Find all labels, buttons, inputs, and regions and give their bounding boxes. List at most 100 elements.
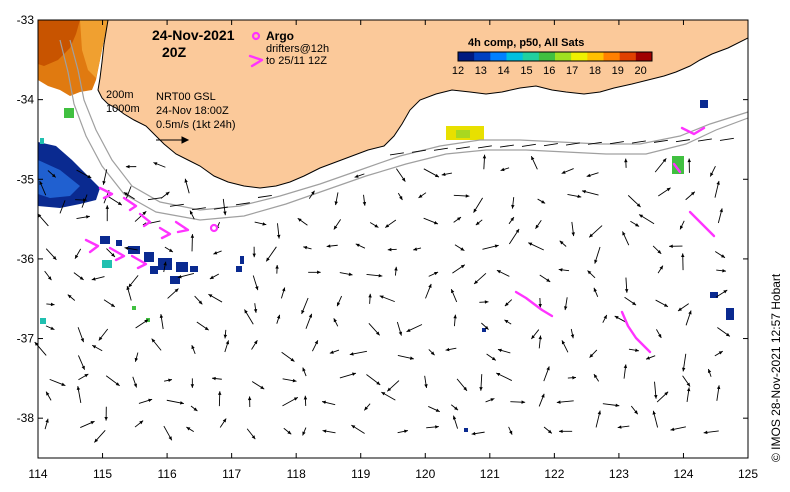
current-vector-head [482, 154, 487, 159]
legend-title: 4h comp, p50, All Sats [468, 37, 584, 49]
current-vector-head [349, 352, 354, 356]
current-vector-head [636, 203, 641, 208]
current-vector-head [168, 378, 172, 382]
current-vector [257, 194, 272, 198]
current-vector-head [47, 276, 52, 281]
current-vector-head [184, 178, 188, 183]
lon-tick-label: 123 [609, 467, 629, 481]
current-vector-head [91, 277, 96, 281]
current-vector [433, 147, 448, 151]
current-vector-head [277, 234, 281, 239]
current-vector-head [293, 397, 298, 401]
current-vector-head [707, 368, 712, 373]
current-vector-head [223, 211, 227, 216]
current-vector-head [276, 314, 281, 319]
current-vector-head [719, 208, 723, 213]
current-vector-head [262, 222, 267, 226]
current-vector-head [336, 302, 341, 307]
current-vector-head [253, 340, 258, 345]
current-vector-head [179, 401, 184, 405]
lon-tick-label: 115 [93, 467, 112, 481]
sst-cold-speckles [100, 100, 734, 432]
current-vector [81, 194, 88, 208]
current-vector-head [614, 316, 619, 320]
current-vector-head [45, 418, 49, 423]
current-vector-head [282, 287, 286, 292]
current-vector-head [39, 181, 43, 186]
colorbar-tick-label: 16 [543, 65, 555, 77]
current-vector-head [375, 331, 380, 336]
current-vector-head [635, 348, 639, 352]
current-vector-head [94, 438, 99, 443]
current-vector-head [581, 189, 586, 194]
product-time: 24-Nov 18:00Z [156, 105, 229, 117]
sst-colorbar-labels: 12 13 14 15 16 17 18 19 20 [452, 65, 647, 77]
current-vector-head [355, 243, 360, 247]
current-vector-head [247, 396, 252, 401]
current-vector-head [385, 224, 390, 228]
current-vector-head [126, 286, 130, 291]
lat-tick-label: -36 [17, 252, 35, 266]
current-vector-head [144, 319, 149, 324]
current-vector-head [546, 278, 551, 282]
argo-label: Argo [266, 29, 294, 43]
current-vector-head [352, 372, 356, 376]
current-vector-head [165, 191, 170, 196]
current-vector-head [424, 384, 428, 388]
current-vector-head [663, 303, 668, 307]
current-vector-head [314, 340, 318, 345]
current-vector-head [471, 431, 476, 436]
current-vector-head [441, 172, 446, 177]
current-vector-head [435, 408, 440, 412]
current-vector-head [333, 318, 337, 323]
current-vector-head [398, 331, 403, 336]
current-vector-head [303, 395, 308, 400]
lat-tick-label: -38 [17, 411, 35, 425]
current-vector-head [716, 180, 720, 185]
current-vector-head [688, 310, 692, 315]
colorbar-tick-label: 19 [612, 65, 624, 77]
current-vector-head [434, 271, 439, 276]
current-vector [455, 146, 470, 150]
current-vector-head [594, 259, 598, 264]
current-vector-head [434, 173, 439, 178]
current-vector-head [322, 400, 326, 405]
current-vector-head [558, 429, 563, 434]
current-vector-head [142, 211, 147, 216]
current-vector-head [510, 217, 514, 222]
current-vector-head [117, 201, 122, 206]
current-vector-head [690, 191, 695, 196]
current-vector-head [670, 427, 675, 432]
current-vector-head [473, 208, 477, 213]
current-vector-head [418, 194, 423, 198]
current-vector-head [571, 232, 575, 237]
current-vector-head [635, 223, 640, 227]
colorbar-tick-label: 20 [634, 65, 646, 77]
current-vector-head [302, 367, 306, 372]
axis-ticks: 114 115 116 117 118 119 120 121 122 123 124 125 -33 -… [17, 13, 759, 481]
current-vector [147, 197, 162, 201]
current-vector-head [387, 387, 392, 392]
current-vector-head [222, 418, 227, 423]
scale-arrow [156, 136, 190, 144]
current-vector [411, 149, 426, 153]
current-vector [477, 145, 492, 149]
current-vector-head [364, 406, 368, 411]
current-vector-head [217, 391, 222, 395]
current-vector-head [538, 303, 542, 308]
contour-200m [69, 39, 749, 211]
current-vector-head [123, 192, 128, 196]
sst-warm-patch-edge [80, 20, 108, 78]
sst-patch-green [456, 130, 470, 138]
current-vector-head [496, 372, 501, 377]
current-vector-head [497, 348, 502, 353]
current-vector-head [722, 269, 726, 273]
current-vector-head [86, 215, 90, 219]
current-vector-head [51, 173, 56, 178]
current-vector-head [463, 386, 467, 391]
current-vector [521, 143, 536, 147]
current-vector-head [244, 309, 248, 314]
current-vector-head [115, 382, 120, 386]
colorbar-tick-label: 17 [566, 65, 578, 77]
current-vector-head [657, 250, 662, 254]
